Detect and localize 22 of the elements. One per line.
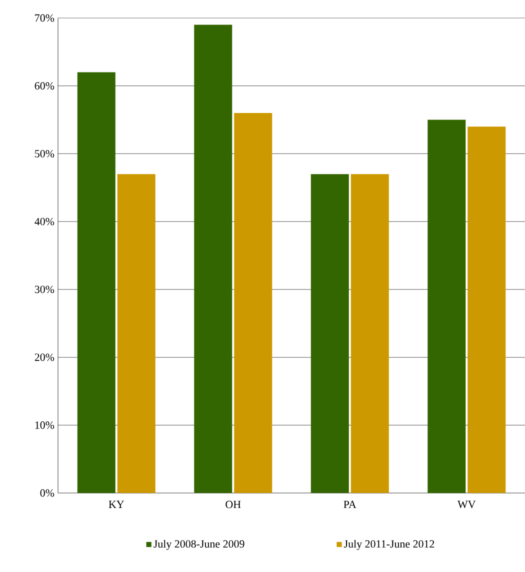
x-tick-label: PA [344,500,356,508]
bar [77,72,116,493]
y-tick-label: 40% [34,218,54,226]
y-tick-label: 60% [34,82,54,90]
bar [310,174,349,493]
bar [194,24,232,493]
y-tick-label: 70% [35,14,54,22]
bar [117,174,156,493]
bar [468,126,506,493]
y-tick-label: 30% [34,286,54,294]
x-tick-label: WV [458,500,476,508]
legend-label: July 2008-June 2009 [154,540,244,550]
x-tick-label: KY [108,500,124,508]
y-tick-label: 20% [34,354,54,361]
y-tick-label: 0% [40,489,54,497]
bar [234,113,272,493]
bar [350,174,389,493]
bar [428,120,466,493]
y-tick-label: 10% [35,421,54,429]
x-tick-label: OH [226,500,241,508]
legend-label: July 2011-June 2012 [344,540,434,550]
y-tick-label: 50% [35,150,54,158]
